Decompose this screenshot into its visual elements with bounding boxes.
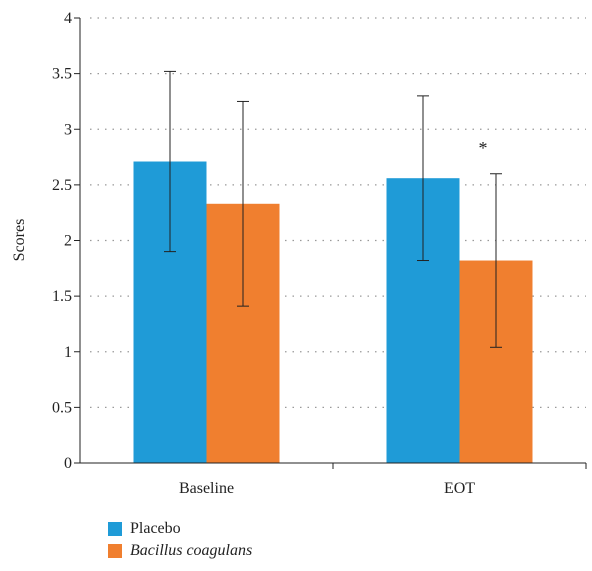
x-category-label: Baseline (179, 480, 234, 497)
legend-label-placebo: Placebo (130, 520, 181, 537)
y-tick-label: 3 (64, 121, 72, 138)
y-tick-label: 1.5 (52, 288, 72, 305)
legend-item-placebo: Placebo (108, 518, 252, 540)
x-axis: Baseline EOT (79, 18, 587, 497)
y-axis-ticks: 0 0.5 1 1.5 2 2.5 3 3.5 4 (52, 10, 80, 472)
y-tick-label: 2 (64, 233, 72, 250)
significance-marker: * (479, 138, 488, 158)
bars (133, 161, 533, 463)
legend-item-bacillus-coagulans: Bacillus coagulans (108, 540, 252, 562)
y-tick-label: 2.5 (52, 177, 72, 194)
legend: Placebo Bacillus coagulans (108, 518, 252, 562)
legend-swatch-bacillus-coagulans (108, 544, 122, 558)
error-bars (164, 70, 502, 348)
x-category-label: EOT (444, 480, 475, 497)
y-tick-label: 3.5 (52, 66, 72, 83)
legend-label-bacillus-coagulans: Bacillus coagulans (130, 542, 253, 559)
y-tick-label: 0 (64, 455, 72, 472)
y-tick-label: 1 (64, 344, 72, 361)
y-axis-label: Scores (11, 219, 28, 262)
y-tick-label: 0.5 (52, 399, 72, 416)
legend-swatch-placebo (108, 522, 122, 536)
y-tick-label: 4 (64, 10, 72, 27)
annotations: * (479, 138, 488, 158)
